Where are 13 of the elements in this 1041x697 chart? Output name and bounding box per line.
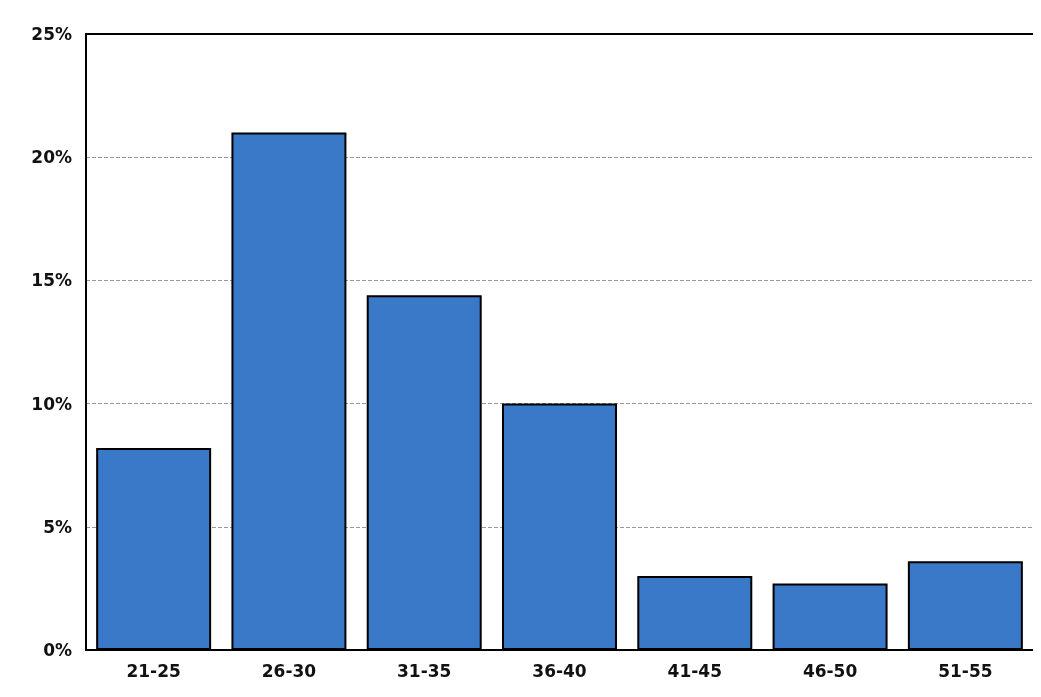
x-tick-label: 51-55 bbox=[938, 660, 993, 681]
y-tick-label: 25% bbox=[31, 24, 72, 44]
y-tick-label: 10% bbox=[31, 393, 72, 414]
x-tick-label: 46-50 bbox=[802, 660, 858, 681]
y-tick-label: 15% bbox=[31, 270, 72, 291]
x-tick-label: 31-35 bbox=[397, 660, 452, 681]
x-tick-label: 21-25 bbox=[126, 660, 181, 681]
y-tick-label: 0% bbox=[43, 640, 72, 660]
x-tick-label: 26-30 bbox=[261, 660, 317, 681]
x-tick-label: 36-40 bbox=[532, 660, 587, 681]
y-tick-label: 20% bbox=[31, 147, 72, 168]
y-tick-label: 5% bbox=[43, 516, 72, 537]
x-tick-label: 41-45 bbox=[667, 660, 722, 681]
